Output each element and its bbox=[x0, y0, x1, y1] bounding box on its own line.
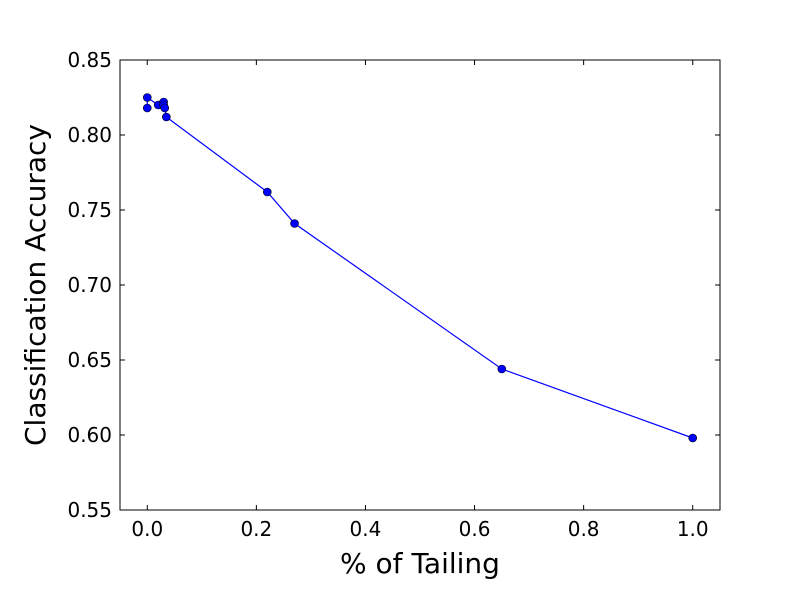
data-point bbox=[162, 112, 171, 122]
y-axis-label: Classification Accuracy bbox=[19, 124, 52, 446]
data-point bbox=[142, 103, 152, 113]
y-tick-label: 0.70 bbox=[67, 273, 112, 297]
x-tick-label: 0.2 bbox=[240, 517, 272, 541]
data-point bbox=[688, 433, 698, 443]
plot-frame bbox=[119, 59, 721, 511]
y-tick-label: 0.85 bbox=[67, 48, 112, 72]
data-point bbox=[497, 364, 507, 374]
y-tick-label: 0.60 bbox=[67, 423, 112, 447]
axis-ticks: 0.0 0.2 0.4 0.6 0.8 1.0 0.55 0.60 0.65 0.70 0.75 0.… bbox=[67, 48, 720, 541]
data-point bbox=[262, 187, 272, 197]
plot-marks bbox=[142, 93, 698, 443]
y-tick-label: 0.75 bbox=[67, 198, 112, 222]
x-tick-label: 0.8 bbox=[568, 517, 600, 541]
x-tick-label: 0.4 bbox=[350, 517, 382, 541]
x-axis-label: % of Tailing bbox=[340, 547, 500, 580]
data-point bbox=[290, 219, 299, 228]
data-point bbox=[142, 93, 152, 102]
x-tick-label: 1.0 bbox=[677, 517, 709, 541]
data-point bbox=[160, 103, 170, 113]
y-tick-label: 0.55 bbox=[67, 498, 112, 522]
y-tick-label: 0.80 bbox=[67, 123, 112, 147]
x-tick-label: 0.0 bbox=[131, 517, 163, 541]
x-tick-label: 0.6 bbox=[459, 517, 491, 541]
y-tick-label: 0.65 bbox=[67, 348, 112, 372]
series-line bbox=[146, 96, 693, 439]
